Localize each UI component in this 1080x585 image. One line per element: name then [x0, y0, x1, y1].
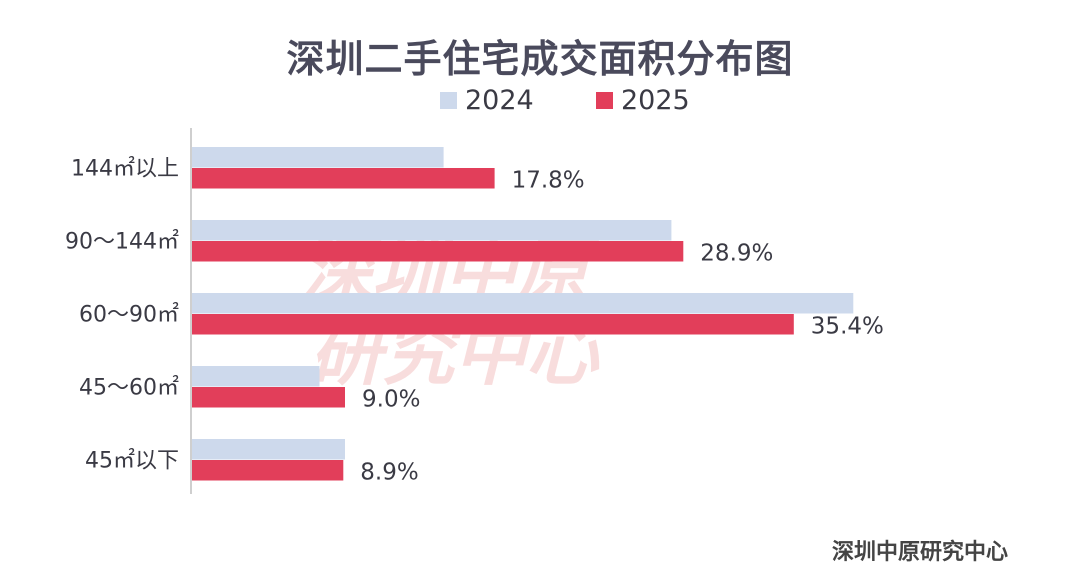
legend-swatch-2025: [596, 91, 613, 109]
bar-2024: [192, 439, 345, 460]
bar-2025: [192, 314, 794, 335]
y-tick-label: 60～90㎡: [79, 302, 179, 328]
bar-2024: [192, 147, 444, 168]
y-tick-label: 45～60㎡: [79, 375, 179, 401]
legend-item-2025: 2025: [596, 84, 690, 116]
legend-swatch-2024: [440, 91, 457, 109]
legend: 2024 2025: [0, 84, 1080, 116]
bar-2024: [192, 366, 320, 387]
data-label-2025: 9.0%: [362, 387, 420, 413]
data-label-2025: 17.8%: [512, 168, 585, 194]
bar-2025: [192, 241, 684, 262]
chart-title: 深圳二手住宅成交面积分布图: [286, 37, 794, 81]
data-label-2025: 28.9%: [700, 241, 773, 267]
legend-item-2024: 2024: [440, 84, 534, 116]
bar-2025: [192, 460, 344, 481]
y-tick-label: 90～144㎡: [65, 229, 179, 255]
source-label: 深圳中原研究中心: [831, 540, 1008, 565]
data-label-2025: 35.4%: [811, 314, 884, 340]
bar-2024: [192, 220, 672, 241]
y-tick-label: 144㎡以上: [71, 156, 179, 182]
bar-2025: [192, 168, 495, 189]
legend-label-2025: 2025: [621, 84, 690, 116]
legend-label-2024: 2024: [465, 84, 534, 116]
bar-2025: [192, 387, 345, 408]
data-label-2025: 8.9%: [360, 460, 418, 486]
bar-2024: [192, 293, 854, 314]
y-tick-label: 45㎡以下: [85, 448, 179, 474]
